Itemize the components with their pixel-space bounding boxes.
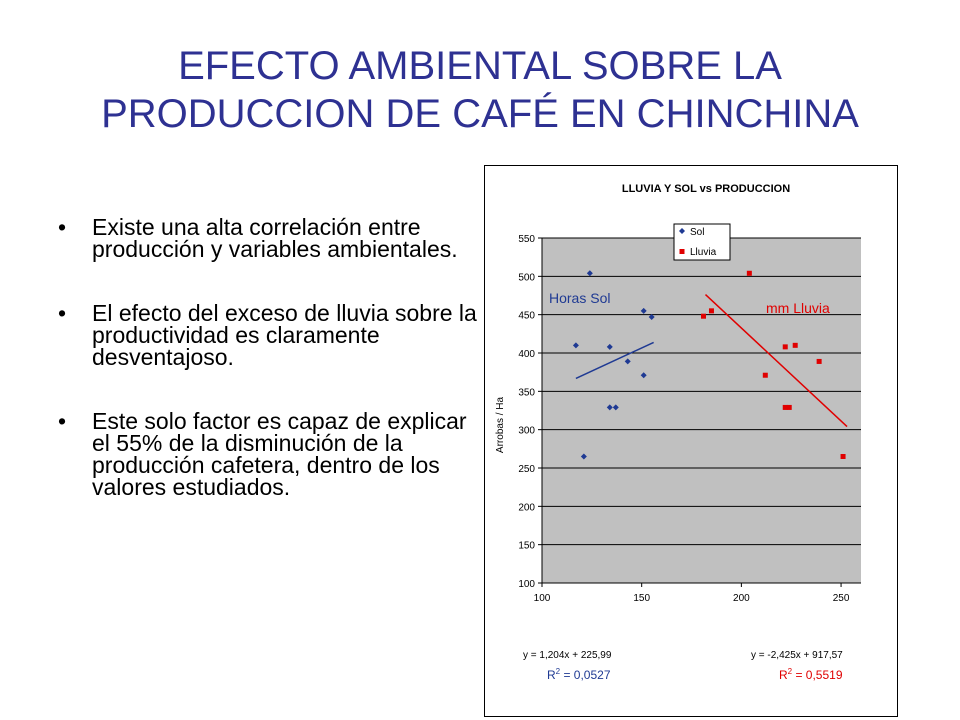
data-point-lluvia xyxy=(816,358,822,364)
data-point-sol xyxy=(606,343,613,350)
data-point-sol xyxy=(572,342,579,349)
bullet-icon: • xyxy=(58,300,67,326)
y-tick-label: 150 xyxy=(518,541,535,552)
trendline-sol xyxy=(575,341,654,380)
data-point-lluvia xyxy=(782,344,788,350)
legend-sol-label: Sol xyxy=(690,227,704,238)
equation-lluvia: y = -2,425x + 917,57 xyxy=(751,650,843,661)
y-tick-label: 500 xyxy=(518,272,535,283)
bullet-text: Existe una alta correlación entre produc… xyxy=(92,214,458,262)
legend-sol-marker-icon xyxy=(679,228,685,234)
data-point-sol xyxy=(640,307,647,314)
legend: Sol Lluvia xyxy=(673,223,731,261)
data-point-lluvia xyxy=(786,404,792,410)
data-point-sol xyxy=(580,453,587,460)
y-tick-label: 400 xyxy=(518,349,535,360)
bullet-item: • El efecto del exceso de lluvia sobre l… xyxy=(58,300,478,370)
x-tick-label: 150 xyxy=(633,593,650,604)
bullet-item: • Existe una alta correlación entre prod… xyxy=(58,214,478,262)
data-point-sol xyxy=(648,313,655,320)
trendline-lluvia xyxy=(704,294,848,428)
chart-title: LLUVIA Y SOL vs PRODUCCION xyxy=(622,183,790,195)
data-point-sol xyxy=(640,372,647,379)
equation-sol: y = 1,204x + 225,99 xyxy=(523,650,612,661)
axes xyxy=(541,238,861,584)
y-tick-label: 450 xyxy=(518,311,535,322)
bullet-text: Este solo factor es capaz de explicar el… xyxy=(92,408,467,500)
data-point-lluvia xyxy=(700,313,706,319)
tick-labels: 100 150 200 250 300 350 400 450 500 550 100 150 200 2… xyxy=(518,234,850,604)
scatter-chart: LLUVIA Y SOL vs PRODUCCION Arrobas / Ha … xyxy=(495,183,861,682)
legend-lluvia-marker-icon xyxy=(679,249,685,254)
y-tick-label: 100 xyxy=(518,579,535,590)
trendline-label-lluvia: mm Lluvia xyxy=(766,300,830,316)
x-tick-label: 100 xyxy=(534,593,551,604)
data-point-sol xyxy=(606,404,613,411)
data-point-sol xyxy=(624,358,631,365)
data-point-lluvia xyxy=(782,404,788,410)
trendlines xyxy=(575,294,848,428)
bullet-icon: • xyxy=(58,408,67,434)
y-axis-label: Arrobas / Ha xyxy=(495,396,506,453)
r2-lluvia: R2 = 0,5519 xyxy=(779,667,843,682)
data-point-lluvia xyxy=(792,342,798,348)
trendline-label-sol: Horas Sol xyxy=(549,290,610,306)
x-tick-label: 200 xyxy=(733,593,750,604)
data-point-lluvia xyxy=(762,372,768,378)
data-point-lluvia xyxy=(708,308,714,314)
plot-area xyxy=(542,238,861,583)
bullet-icon: • xyxy=(58,214,67,240)
data-point-sol xyxy=(586,270,593,277)
y-tick-label: 200 xyxy=(518,502,535,513)
chart-frame: LLUVIA Y SOL vs PRODUCCION Arrobas / Ha … xyxy=(484,165,898,717)
legend-lluvia-label: Lluvia xyxy=(690,247,717,258)
x-tick-label: 250 xyxy=(833,593,850,604)
bullet-list: • Existe una alta correlación entre prod… xyxy=(58,216,478,540)
bullet-text: El efecto del exceso de lluvia sobre la … xyxy=(92,300,477,370)
y-tick-label: 350 xyxy=(518,387,535,398)
data-point-sol xyxy=(612,404,619,411)
y-tick-label: 250 xyxy=(518,464,535,475)
data-points xyxy=(572,270,846,460)
y-tick-label: 300 xyxy=(518,426,535,437)
r2-sol: R2 = 0,0527 xyxy=(547,667,611,682)
slide-title-line-2: PRODUCCION DE CAFÉ EN CHINCHINA xyxy=(101,92,859,136)
data-point-lluvia xyxy=(840,454,846,459)
bullet-item: • Este solo factor es capaz de explicar … xyxy=(58,408,478,500)
data-point-lluvia xyxy=(746,270,752,276)
y-tick-label: 550 xyxy=(518,234,535,245)
slide-title-line-1: EFECTO AMBIENTAL SOBRE LA xyxy=(178,44,782,88)
slide-title: EFECTO AMBIENTAL SOBRE LA PRODUCCION DE … xyxy=(40,42,920,138)
